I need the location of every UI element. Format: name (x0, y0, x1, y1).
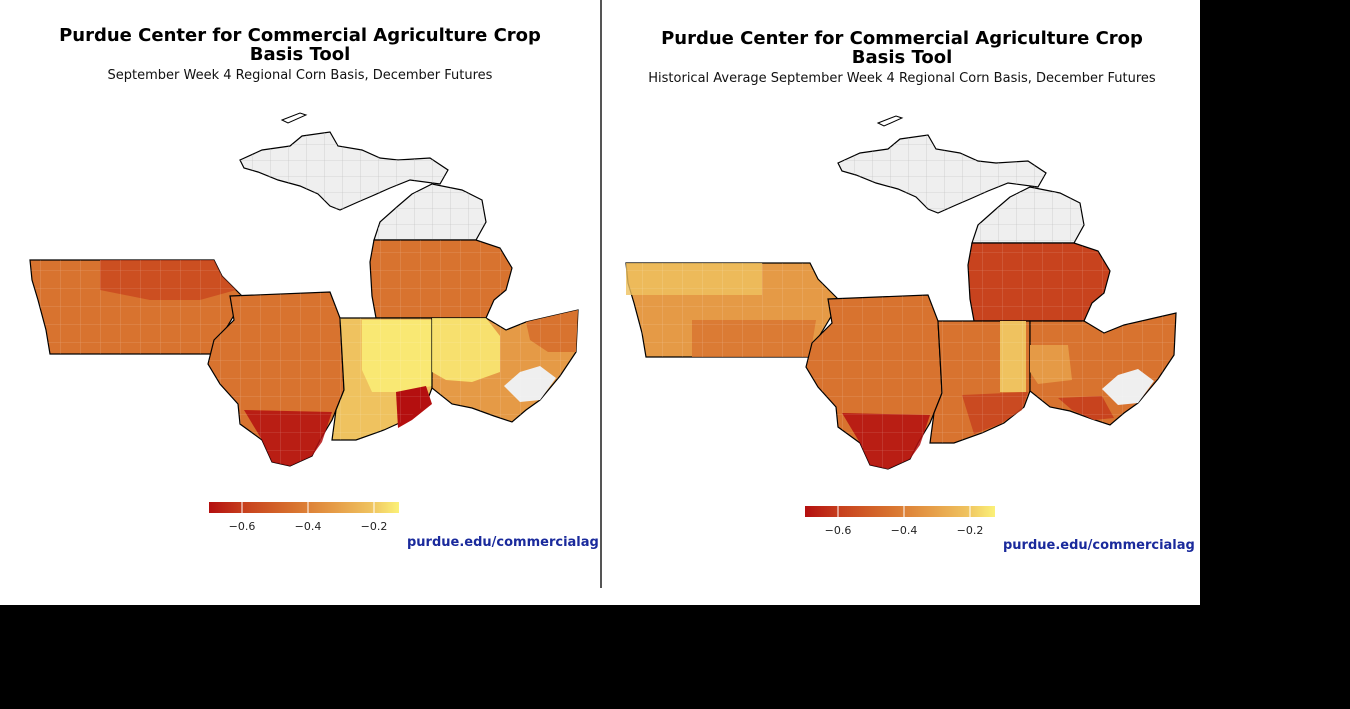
region-indiana (929, 320, 1031, 444)
region-ohio (1029, 312, 1177, 426)
map-subtitle: Historical Average September Week 4 Regi… (648, 71, 1156, 86)
legend: −0.6 −0.4 −0.2 (209, 502, 399, 533)
region-indiana (331, 317, 433, 441)
region-iowa (625, 262, 843, 358)
source-credit: purdue.edu/commercialag (1003, 538, 1195, 553)
region-michigan-upper (239, 112, 449, 211)
region-michigan-north (373, 183, 487, 241)
legend-tick-label: −0.6 (229, 520, 256, 533)
legend-tick-label: −0.4 (891, 524, 918, 537)
legend-tick-label: −0.6 (825, 524, 852, 537)
legend-color-bar (209, 502, 399, 513)
background-margin-bottom (0, 605, 1350, 709)
region-michigan-upper (837, 115, 1047, 214)
legend-color-bar (805, 506, 995, 517)
panel-historical: Purdue Center for Commercial Agriculture… (602, 0, 1202, 605)
region-illinois (207, 291, 345, 467)
panel-divider (600, 0, 602, 588)
region-ohio (431, 309, 579, 423)
map-title: Purdue Center for Commercial Agriculture… (661, 28, 1143, 68)
choropleth-map: −0.6 −0.4 −0.2 (625, 115, 1177, 537)
legend-tick-label: −0.2 (361, 520, 388, 533)
background-margin-right (1200, 0, 1350, 709)
region-michigan-north (971, 186, 1085, 244)
choropleth-map: −0.6 −0.4 −0.2 (29, 112, 579, 533)
panel-current: Purdue Center for Commercial Agriculture… (0, 0, 600, 605)
map-title: Purdue Center for Commercial Agriculture… (59, 25, 541, 65)
region-illinois (805, 294, 943, 470)
region-michigan-south (369, 239, 513, 319)
legend-tick-label: −0.2 (957, 524, 984, 537)
source-credit: purdue.edu/commercialag (407, 535, 599, 550)
map-subtitle: September Week 4 Regional Corn Basis, De… (107, 68, 493, 83)
region-michigan-south (967, 242, 1111, 322)
legend-tick-label: −0.4 (295, 520, 322, 533)
legend: −0.6 −0.4 −0.2 (805, 506, 995, 537)
